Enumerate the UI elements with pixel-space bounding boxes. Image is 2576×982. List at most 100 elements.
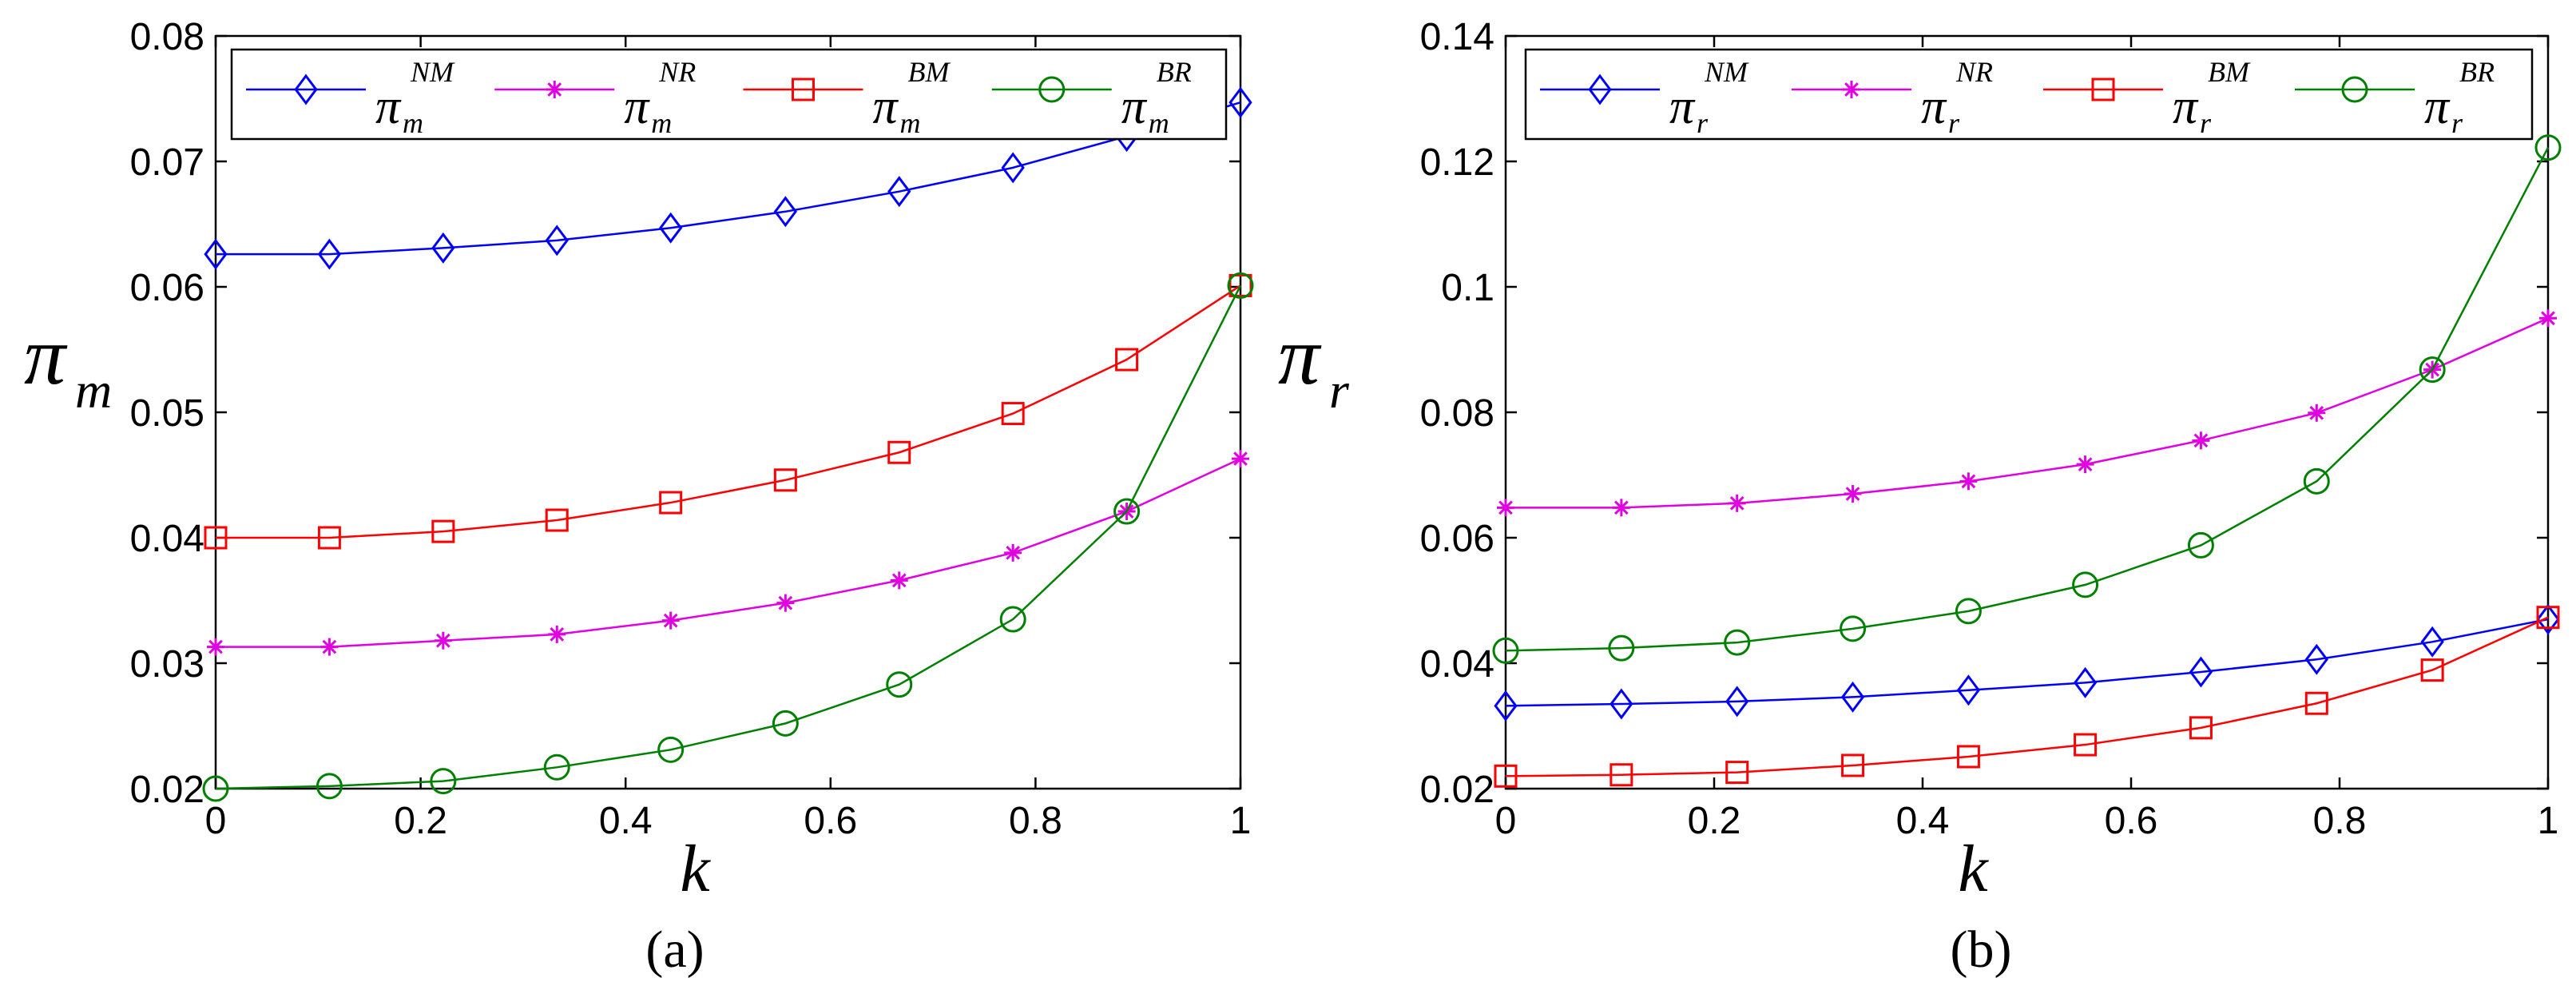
legend-subscript: r [2200,107,2212,139]
data-point-bm [1956,745,1980,769]
data-point-br [1840,615,1867,642]
legend-superscript: NR [658,56,696,88]
y-axis-label-subscript: r [1329,362,1350,419]
x-tick-label: 0 [205,800,227,842]
data-point-nr [434,631,452,650]
series-line-nm [1505,618,2549,707]
series-line-nr [216,457,1241,648]
data-point-bm [2189,716,2213,740]
legend-marker-nr [1843,81,1860,98]
data-point-br [2187,531,2214,559]
data-point-br [1492,637,1519,664]
legend-subscript: m [651,107,672,139]
x-tick-label: 0 [1495,800,1517,842]
data-point-nr [1497,499,1514,517]
y-tick-label: 0.12 [1420,141,1494,184]
data-point-nr [1728,494,1746,512]
data-point-br [316,773,343,800]
data-point-nm [1956,674,1981,706]
data-point-bm [887,440,911,464]
y-tick-label: 0.05 [130,392,204,435]
data-point-bm [1228,273,1252,297]
data-point-nm [2304,643,2328,675]
data-point-nr [207,638,224,656]
data-point-nm [2189,656,2213,688]
data-point-bm [204,526,228,550]
data-point-bm [1494,764,1518,788]
data-point-nm [1610,688,1633,720]
y-tick-label: 0.06 [130,267,204,309]
x-axis-label: k [1958,832,1989,906]
legend-box [230,48,1228,141]
y-tick-label: 0.08 [1420,392,1494,435]
data-point-nr [2308,404,2326,422]
data-point-bm [659,491,683,515]
y-axis-label: π [1278,310,1322,402]
legend-marker-nm [294,74,318,105]
data-point-nm [317,238,342,270]
legend-label-br: π [1121,80,1148,134]
legend-superscript: BM [908,56,951,88]
x-tick-label: 0.6 [2105,800,2158,842]
data-point-bm [317,526,341,550]
y-tick-label: 0.1 [1441,267,1494,309]
legend-superscript: BM [2208,56,2251,88]
data-point-nm [204,238,228,270]
data-point-nr [1844,485,1862,503]
legend-label-bm: π [873,80,899,134]
data-point-nm [1725,686,1749,718]
y-axis-label-subscript: m [75,362,112,419]
data-point-nr [548,625,566,643]
data-point-br [772,710,799,737]
legend-marker-bm [792,78,815,101]
data-point-nr [890,571,908,590]
legend-subscript: m [900,107,921,139]
y-axis-label: π [24,310,68,402]
series-line-nm [216,101,1241,256]
y-tick-label: 0.06 [1420,518,1494,560]
legend-marker-br [1038,76,1066,103]
data-point-nr [2192,431,2210,450]
legend-superscript: NR [1955,56,1993,88]
series-line-nr [1506,317,2549,509]
y-tick-label: 0.07 [130,141,204,184]
x-tick-label: 0.2 [394,800,447,842]
data-point-br [1113,498,1141,525]
legend-label-nm: π [375,80,402,134]
legend-subscript: r [2451,107,2463,139]
y-tick-label: 0.02 [1420,769,1494,811]
data-point-bm [1610,763,1633,787]
data-point-nm [2073,666,2098,698]
legend-label-bm: π [2173,80,2199,134]
data-point-nm [773,196,797,228]
data-point-nr [776,594,795,612]
legend-subscript: r [1948,107,1960,139]
series-line-bm [216,284,1241,539]
data-point-br [1724,629,1751,656]
y-tick-label: 0.04 [130,518,204,560]
data-point-bm [2420,658,2444,682]
data-point-nr [1004,543,1022,562]
data-point-br [543,753,570,781]
data-point-bm [545,508,569,532]
legend-subscript: m [1149,107,1169,139]
data-point-nr [1612,499,1630,517]
y-tick-label: 0.04 [1420,643,1494,686]
series-line-br [1505,147,2550,652]
data-point-br [2072,571,2099,598]
panel-caption: (b) [1951,920,2012,979]
data-point-br [202,775,229,802]
data-point-nm [431,232,455,264]
data-point-br [2303,467,2330,495]
data-point-nm [2420,626,2444,658]
legend-label-br: π [2424,80,2451,134]
data-point-bm [431,519,455,543]
data-point-nr [1232,450,1249,468]
data-point-nm [1494,690,1518,722]
data-point-bm [1001,402,1025,426]
x-tick-label: 1 [2538,800,2559,842]
x-tick-label: 0.2 [1688,800,1741,842]
